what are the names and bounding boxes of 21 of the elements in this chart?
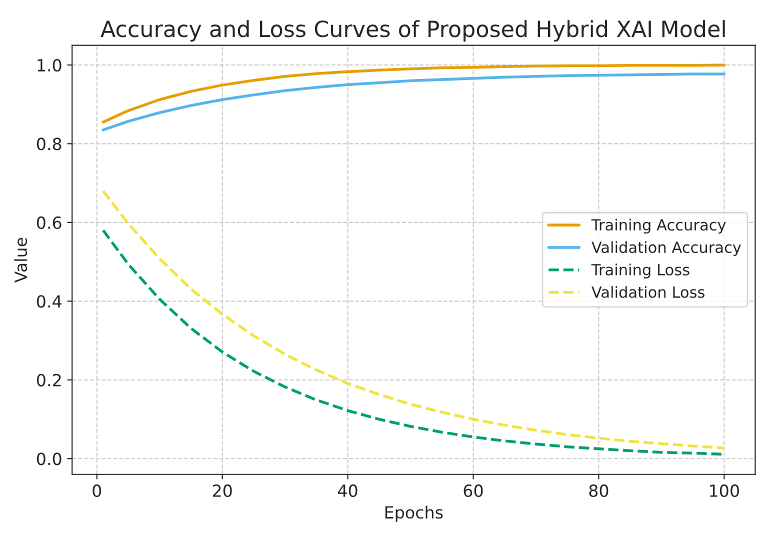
x-tick-label: 60 <box>464 484 483 497</box>
chart-title: Accuracy and Loss Curves of Proposed Hybrid XAI Model <box>100 20 725 42</box>
line-series <box>102 64 726 124</box>
x-tick-label: 40 <box>338 484 358 497</box>
legend-label: Training Loss <box>591 264 690 278</box>
y-tick-label: 1.0 <box>38 58 62 72</box>
y-axis-title: Value <box>14 238 28 283</box>
legend-label: Validation Accuracy <box>592 241 741 256</box>
x-tick-label: 0 <box>92 484 102 497</box>
legend-label: Training Accuracy <box>591 218 726 234</box>
x-tick-label: 80 <box>589 484 608 497</box>
legend-label: Validation Loss <box>592 286 704 298</box>
y-tick-label: 0.6 <box>36 216 62 230</box>
x-tick-label: 20 <box>212 484 232 497</box>
x-axis-title: Epochs <box>385 506 443 522</box>
y-tick-label: 0.4 <box>36 295 62 308</box>
x-tick-label: 100 <box>710 484 739 497</box>
y-tick-label: 0.0 <box>36 452 62 466</box>
line-series <box>102 72 726 132</box>
y-tick-label: 0.2 <box>36 374 61 386</box>
y-tick-label: 0.8 <box>36 138 62 150</box>
